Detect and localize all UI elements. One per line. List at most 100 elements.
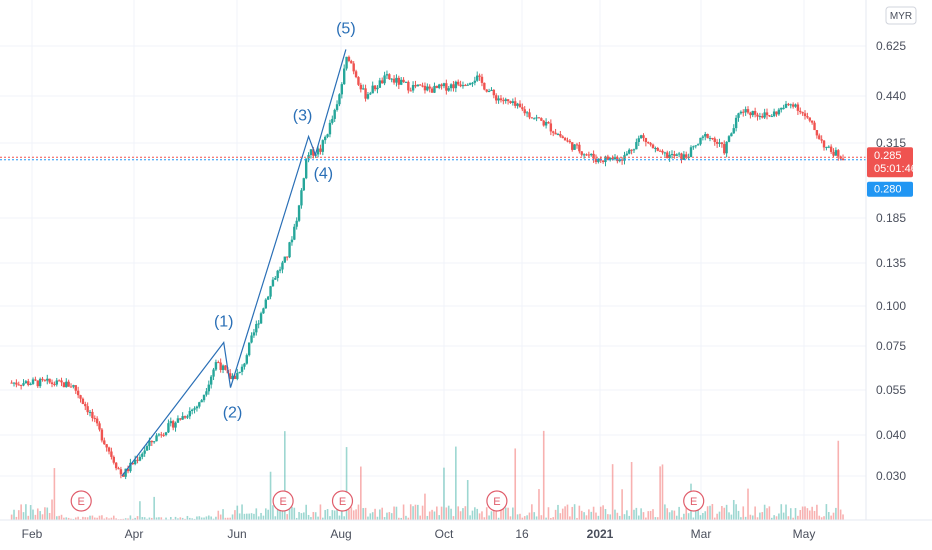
candle-body <box>390 78 393 80</box>
volume-bar <box>360 466 362 520</box>
volume-bar <box>706 506 709 520</box>
volume-bar <box>253 513 255 520</box>
volume-bar <box>155 517 158 520</box>
candle-body <box>433 85 436 93</box>
volume-bar <box>561 508 564 520</box>
earnings-label: E <box>279 496 286 508</box>
volume-bar <box>115 518 117 520</box>
earnings-marker[interactable]: E <box>486 490 508 512</box>
volume-bar <box>447 505 450 520</box>
volume-bar <box>219 514 222 520</box>
volume-bar <box>260 512 262 520</box>
volume-bar <box>680 517 683 520</box>
candle-body <box>181 416 184 420</box>
candle-body <box>67 381 70 387</box>
earnings-marker[interactable]: E <box>272 490 294 512</box>
price-tick-label: 0.030 <box>876 469 906 483</box>
volume-bar <box>732 499 735 520</box>
candle-body <box>174 422 177 428</box>
volume-bar <box>234 510 236 520</box>
volume-bar <box>291 506 293 520</box>
candle-body <box>575 144 579 146</box>
candle-body <box>133 459 137 465</box>
volume-bar <box>65 517 68 520</box>
volume-bar <box>761 512 764 520</box>
time-tick-label: Jun <box>227 527 246 541</box>
candle-body <box>618 159 621 162</box>
volume-bar <box>205 516 208 520</box>
candle-body <box>542 120 545 126</box>
volume-bar <box>635 507 638 520</box>
volume-bar <box>466 480 469 520</box>
volume-bar <box>367 516 369 520</box>
candle-body <box>105 444 108 448</box>
candle-body <box>806 116 809 118</box>
candle-body <box>663 152 667 154</box>
volume-bar <box>531 504 533 520</box>
candle-body <box>692 146 695 148</box>
volume-bar <box>547 507 550 520</box>
volume-bar <box>580 510 583 520</box>
volume-bar <box>438 515 441 520</box>
volume-bar <box>241 504 243 520</box>
candle-body <box>818 135 821 140</box>
candle-body <box>761 116 764 118</box>
volume-bar <box>723 507 726 520</box>
candle-body <box>228 373 232 380</box>
candle-body <box>10 382 13 384</box>
volume-bar <box>32 509 34 520</box>
volume-bar <box>569 516 571 520</box>
candle-body <box>57 380 61 382</box>
volume-bar <box>751 515 754 520</box>
candle-body <box>31 379 35 384</box>
candle-body <box>485 89 488 92</box>
volume-bar <box>310 517 312 520</box>
volume-bar <box>186 515 189 520</box>
volume-bar <box>165 517 167 520</box>
candle-body <box>822 140 826 148</box>
volume-bar <box>436 506 438 520</box>
candle-body <box>188 410 191 417</box>
volume-bar <box>664 504 666 520</box>
volume-bar <box>604 508 607 520</box>
candle-body <box>236 372 239 379</box>
candle-body <box>461 85 465 87</box>
volume-bar <box>490 511 493 520</box>
volume-bar <box>407 517 410 520</box>
candle-body <box>765 112 769 116</box>
volume-bar <box>825 504 828 520</box>
volume-bar <box>177 518 179 520</box>
candle-body <box>718 142 721 144</box>
volume-bar <box>374 508 376 520</box>
volume-bar <box>376 516 379 520</box>
volume-bar <box>540 515 543 520</box>
volume-bar <box>478 513 481 520</box>
volume-bar <box>146 518 148 520</box>
candle-body <box>794 104 797 107</box>
earnings-marker[interactable]: E <box>331 490 354 512</box>
volume-bar <box>409 504 412 520</box>
volume-bar <box>742 506 745 520</box>
volume-bar <box>67 517 70 520</box>
candle-body <box>746 109 750 113</box>
currency-badge[interactable]: MYR <box>885 6 917 25</box>
volume-bar <box>158 517 160 520</box>
candle-body <box>288 242 291 258</box>
earnings-marker[interactable]: E <box>70 490 92 512</box>
volume-bar <box>595 512 597 520</box>
volume-bar <box>789 508 792 520</box>
candle-body <box>827 146 830 148</box>
volume-bar <box>426 515 429 520</box>
candle-body <box>756 114 759 117</box>
earnings-marker[interactable]: E <box>683 490 705 512</box>
candle-body <box>176 418 180 423</box>
candle-body <box>837 150 840 157</box>
candle-body <box>114 462 118 469</box>
candle-body <box>107 447 111 452</box>
volume-bar <box>105 517 108 520</box>
candle-body <box>452 84 455 89</box>
volume-bar <box>773 515 775 520</box>
candle-body <box>647 142 650 144</box>
price-tick-label: 0.185 <box>876 211 906 225</box>
